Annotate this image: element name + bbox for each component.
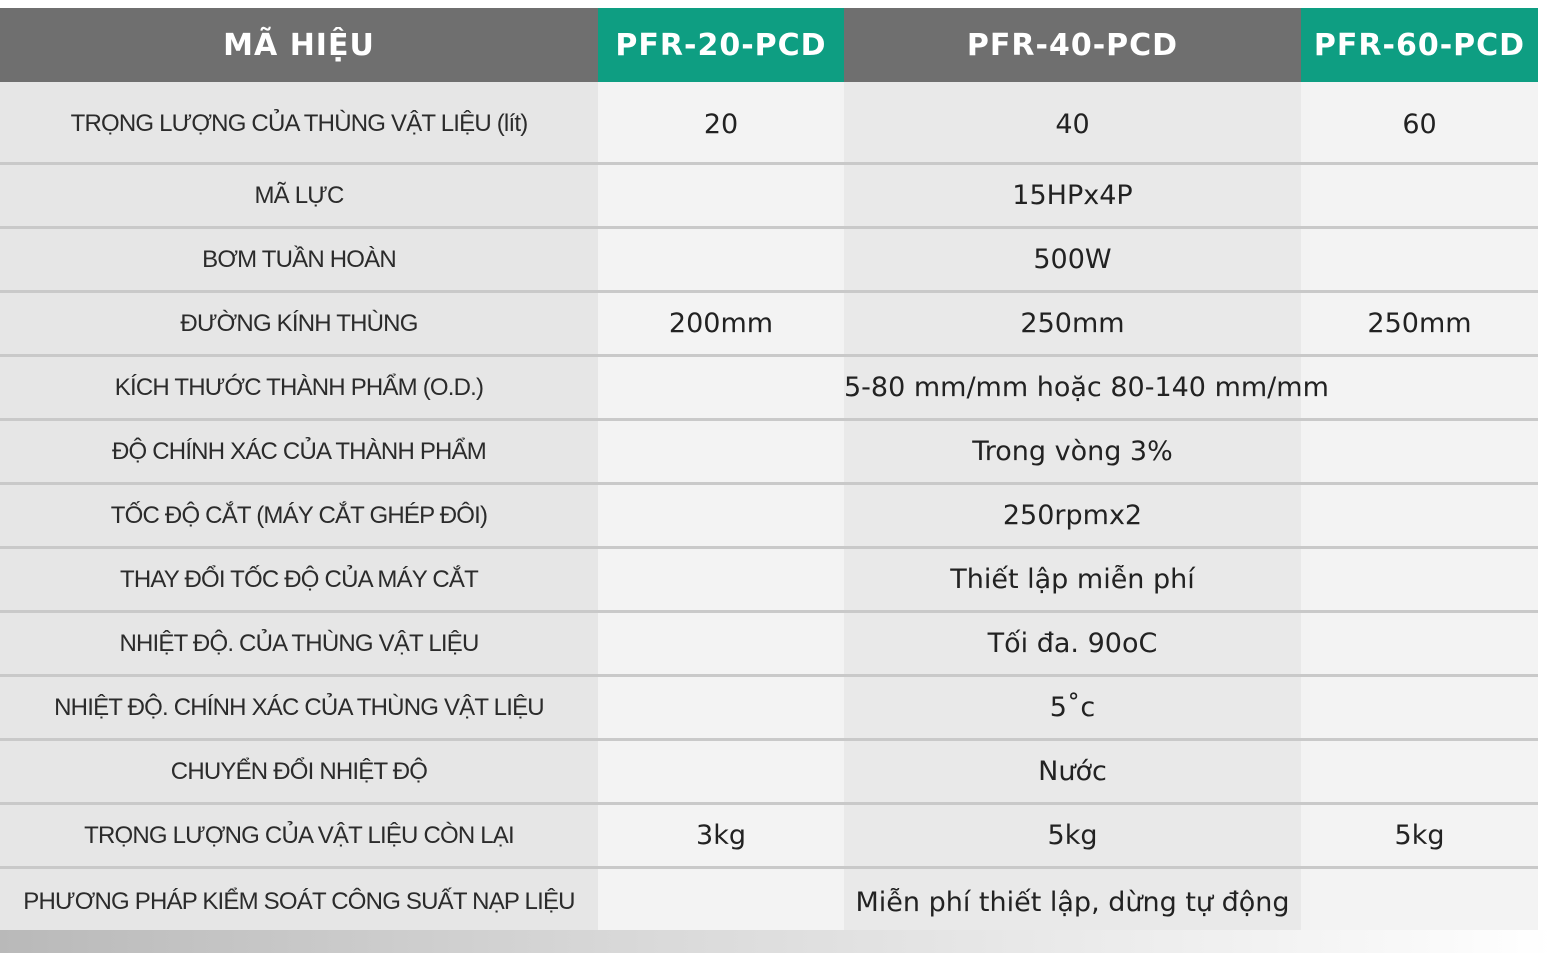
spec-value-pfr-20 (598, 163, 844, 229)
spec-value-pfr-60 (1301, 675, 1538, 741)
spec-row-temperature-accuracy: NHIỆT ĐỘ. CHÍNH XÁC CỦA THÙNG VẬT LIỆU 5… (0, 675, 1538, 741)
spec-value-shared: Miễn phí thiết lập, dừng tự động (844, 867, 1301, 935)
spec-value-shared: 5-80 mm/mm hoặc 80-140 mm/mm (844, 355, 1329, 421)
spec-value-pfr-20: 20 (598, 82, 844, 165)
spec-value-shared: Thiết lập miễn phí (844, 547, 1301, 613)
spec-row-bin-temperature: NHIỆT ĐỘ. CỦA THÙNG VẬT LIỆU Tối đa. 90o… (0, 611, 1538, 677)
spec-value-pfr-60 (1301, 227, 1538, 293)
spec-table: MÃ HIỆU PFR-20-PCD PFR-40-PCD PFR-60-PCD… (0, 8, 1538, 935)
spec-value-shared: Nước (844, 739, 1301, 805)
spec-value-pfr-20: 3kg (598, 803, 844, 869)
spec-value-pfr-20 (598, 675, 844, 741)
spec-value-shared: 15HPx4P (844, 163, 1301, 229)
spec-value-pfr-20 (598, 547, 844, 613)
spec-value-shared: 250rpmx2 (844, 483, 1301, 549)
spec-value-pfr-60 (1301, 611, 1538, 677)
header-row: MÃ HIỆU PFR-20-PCD PFR-40-PCD PFR-60-PCD (0, 8, 1538, 82)
spec-value-pfr-40: 40 (844, 82, 1301, 165)
spec-value-pfr-60 (1301, 419, 1538, 485)
bottom-shadow-bar (0, 930, 1553, 953)
spec-row-product-size: KÍCH THƯỚC THÀNH PHẨM (O.D.) 5-80 mm/mm … (0, 355, 1538, 421)
spec-value-pfr-60: 250mm (1301, 291, 1538, 357)
spec-label: NHIỆT ĐỘ. CHÍNH XÁC CỦA THÙNG VẬT LIỆU (0, 675, 598, 741)
spec-value-pfr-60 (1301, 483, 1538, 549)
header-model-pfr-40: PFR-40-PCD (844, 8, 1301, 82)
spec-row-product-accuracy: ĐỘ CHÍNH XÁC CỦA THÀNH PHẨM Trong vòng 3… (0, 419, 1538, 485)
spec-row-temperature-conversion: CHUYỂN ĐỔI NHIỆT ĐỘ Nước (0, 739, 1538, 805)
spec-row-cutter-speed-change: THAY ĐỔI TỐC ĐỘ CỦA MÁY CẮT Thiết lập mi… (0, 547, 1538, 613)
spec-label: MÃ LỰC (0, 163, 598, 229)
spec-value-pfr-20 (598, 355, 844, 421)
spec-row-material-bin-weight: TRỌNG LƯỢNG CỦA THÙNG VẬT LIỆU (lít) 20 … (0, 82, 1538, 165)
spec-value-pfr-40: 5kg (844, 803, 1301, 869)
spec-label: PHƯƠNG PHÁP KIỂM SOÁT CÔNG SUẤT NẠP LIỆU (0, 867, 598, 935)
spec-value-pfr-60 (1301, 739, 1538, 805)
spec-label: BƠM TUẦN HOÀN (0, 227, 598, 293)
spec-value-pfr-60 (1301, 355, 1538, 421)
spec-label: KÍCH THƯỚC THÀNH PHẨM (O.D.) (0, 355, 598, 421)
spec-value-pfr-20 (598, 227, 844, 293)
header-label-column: MÃ HIỆU (0, 8, 598, 82)
spec-row-bin-diameter: ĐƯỜNG KÍNH THÙNG 200mm 250mm 250mm (0, 291, 1538, 357)
spec-value-pfr-60 (1301, 163, 1538, 229)
header-model-pfr-60: PFR-60-PCD (1301, 8, 1538, 82)
spec-label: THAY ĐỔI TỐC ĐỘ CỦA MÁY CẮT (0, 547, 598, 613)
spec-row-circulation-pump: BƠM TUẦN HOÀN 500W (0, 227, 1538, 293)
spec-value-pfr-20 (598, 483, 844, 549)
spec-label: NHIỆT ĐỘ. CỦA THÙNG VẬT LIỆU (0, 611, 598, 677)
spec-value-pfr-60 (1301, 547, 1538, 613)
spec-label: TRỌNG LƯỢNG CỦA THÙNG VẬT LIỆU (lít) (0, 82, 598, 165)
spec-value-shared: 500W (844, 227, 1301, 293)
header-model-pfr-20: PFR-20-PCD (598, 8, 844, 82)
spec-value-pfr-60: 60 (1301, 82, 1538, 165)
spec-value-pfr-20 (598, 867, 844, 935)
spec-value-pfr-20 (598, 611, 844, 677)
spec-value-pfr-20 (598, 739, 844, 805)
spec-row-horsepower: MÃ LỰC 15HPx4P (0, 163, 1538, 229)
spec-value-pfr-20 (598, 419, 844, 485)
spec-value-shared: Trong vòng 3% (844, 419, 1301, 485)
spec-value-pfr-60 (1301, 867, 1538, 935)
spec-row-cutting-speed: TỐC ĐỘ CẮT (MÁY CẮT GHÉP ĐÔI) 250rpmx2 (0, 483, 1538, 549)
spec-value-pfr-20: 200mm (598, 291, 844, 357)
spec-row-feed-control-method: PHƯƠNG PHÁP KIỂM SOÁT CÔNG SUẤT NẠP LIỆU… (0, 867, 1538, 935)
spec-label: TRỌNG LƯỢNG CỦA VẬT LIỆU CÒN LẠI (0, 803, 598, 869)
spec-label: ĐƯỜNG KÍNH THÙNG (0, 291, 598, 357)
spec-value-pfr-40: 250mm (844, 291, 1301, 357)
spec-label: ĐỘ CHÍNH XÁC CỦA THÀNH PHẨM (0, 419, 598, 485)
spec-value-shared: 5˚c (844, 675, 1301, 741)
spec-value-shared: Tối đa. 90oC (844, 611, 1301, 677)
spec-label: TỐC ĐỘ CẮT (MÁY CẮT GHÉP ĐÔI) (0, 483, 598, 549)
spec-row-residual-material-weight: TRỌNG LƯỢNG CỦA VẬT LIỆU CÒN LẠI 3kg 5kg… (0, 803, 1538, 869)
spec-label: CHUYỂN ĐỔI NHIỆT ĐỘ (0, 739, 598, 805)
spec-value-pfr-60: 5kg (1301, 803, 1538, 869)
